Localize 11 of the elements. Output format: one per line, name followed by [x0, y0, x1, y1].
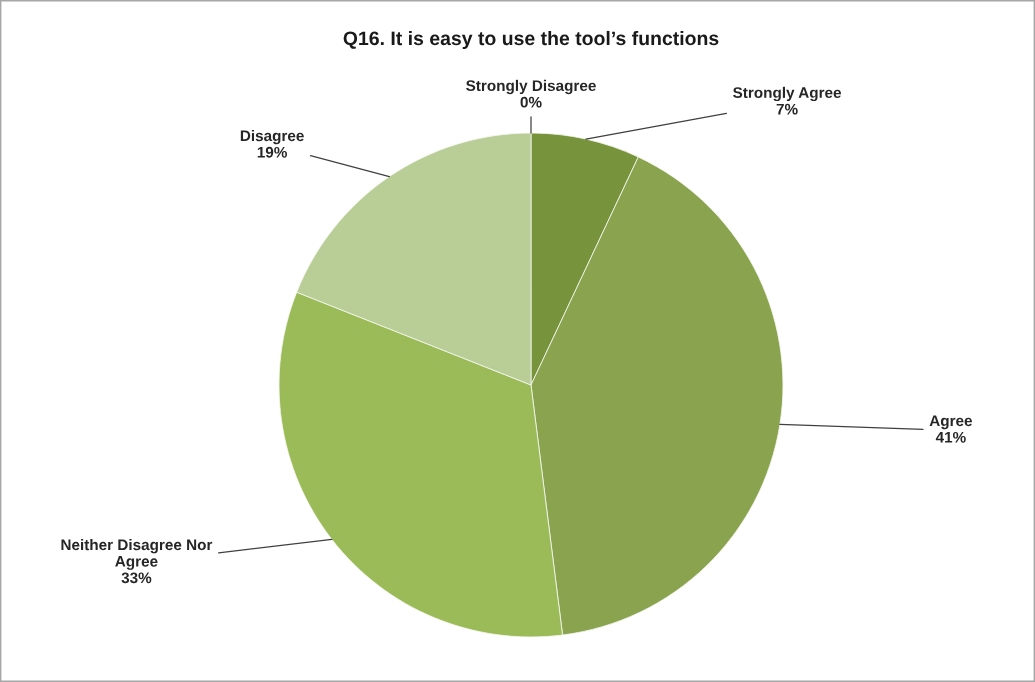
- text: 0%: [520, 96, 542, 108]
- data-label: 33%: [121, 572, 152, 584]
- chart-title: Q16. It is easy to use the tool’s functions: [343, 30, 719, 50]
- data-label: 19%: [257, 146, 287, 158]
- data-label: 41%: [935, 431, 966, 443]
- slice-label: Strongly Agree: [733, 86, 842, 102]
- data-label: 7%: [776, 103, 798, 115]
- category-label: Strongly Disagree: [466, 79, 596, 95]
- slice-label: Agree: [929, 415, 973, 430]
- slice-label: Neither Disagree Nor Agree: [61, 538, 213, 570]
- slice-label: Disagree: [240, 129, 304, 145]
